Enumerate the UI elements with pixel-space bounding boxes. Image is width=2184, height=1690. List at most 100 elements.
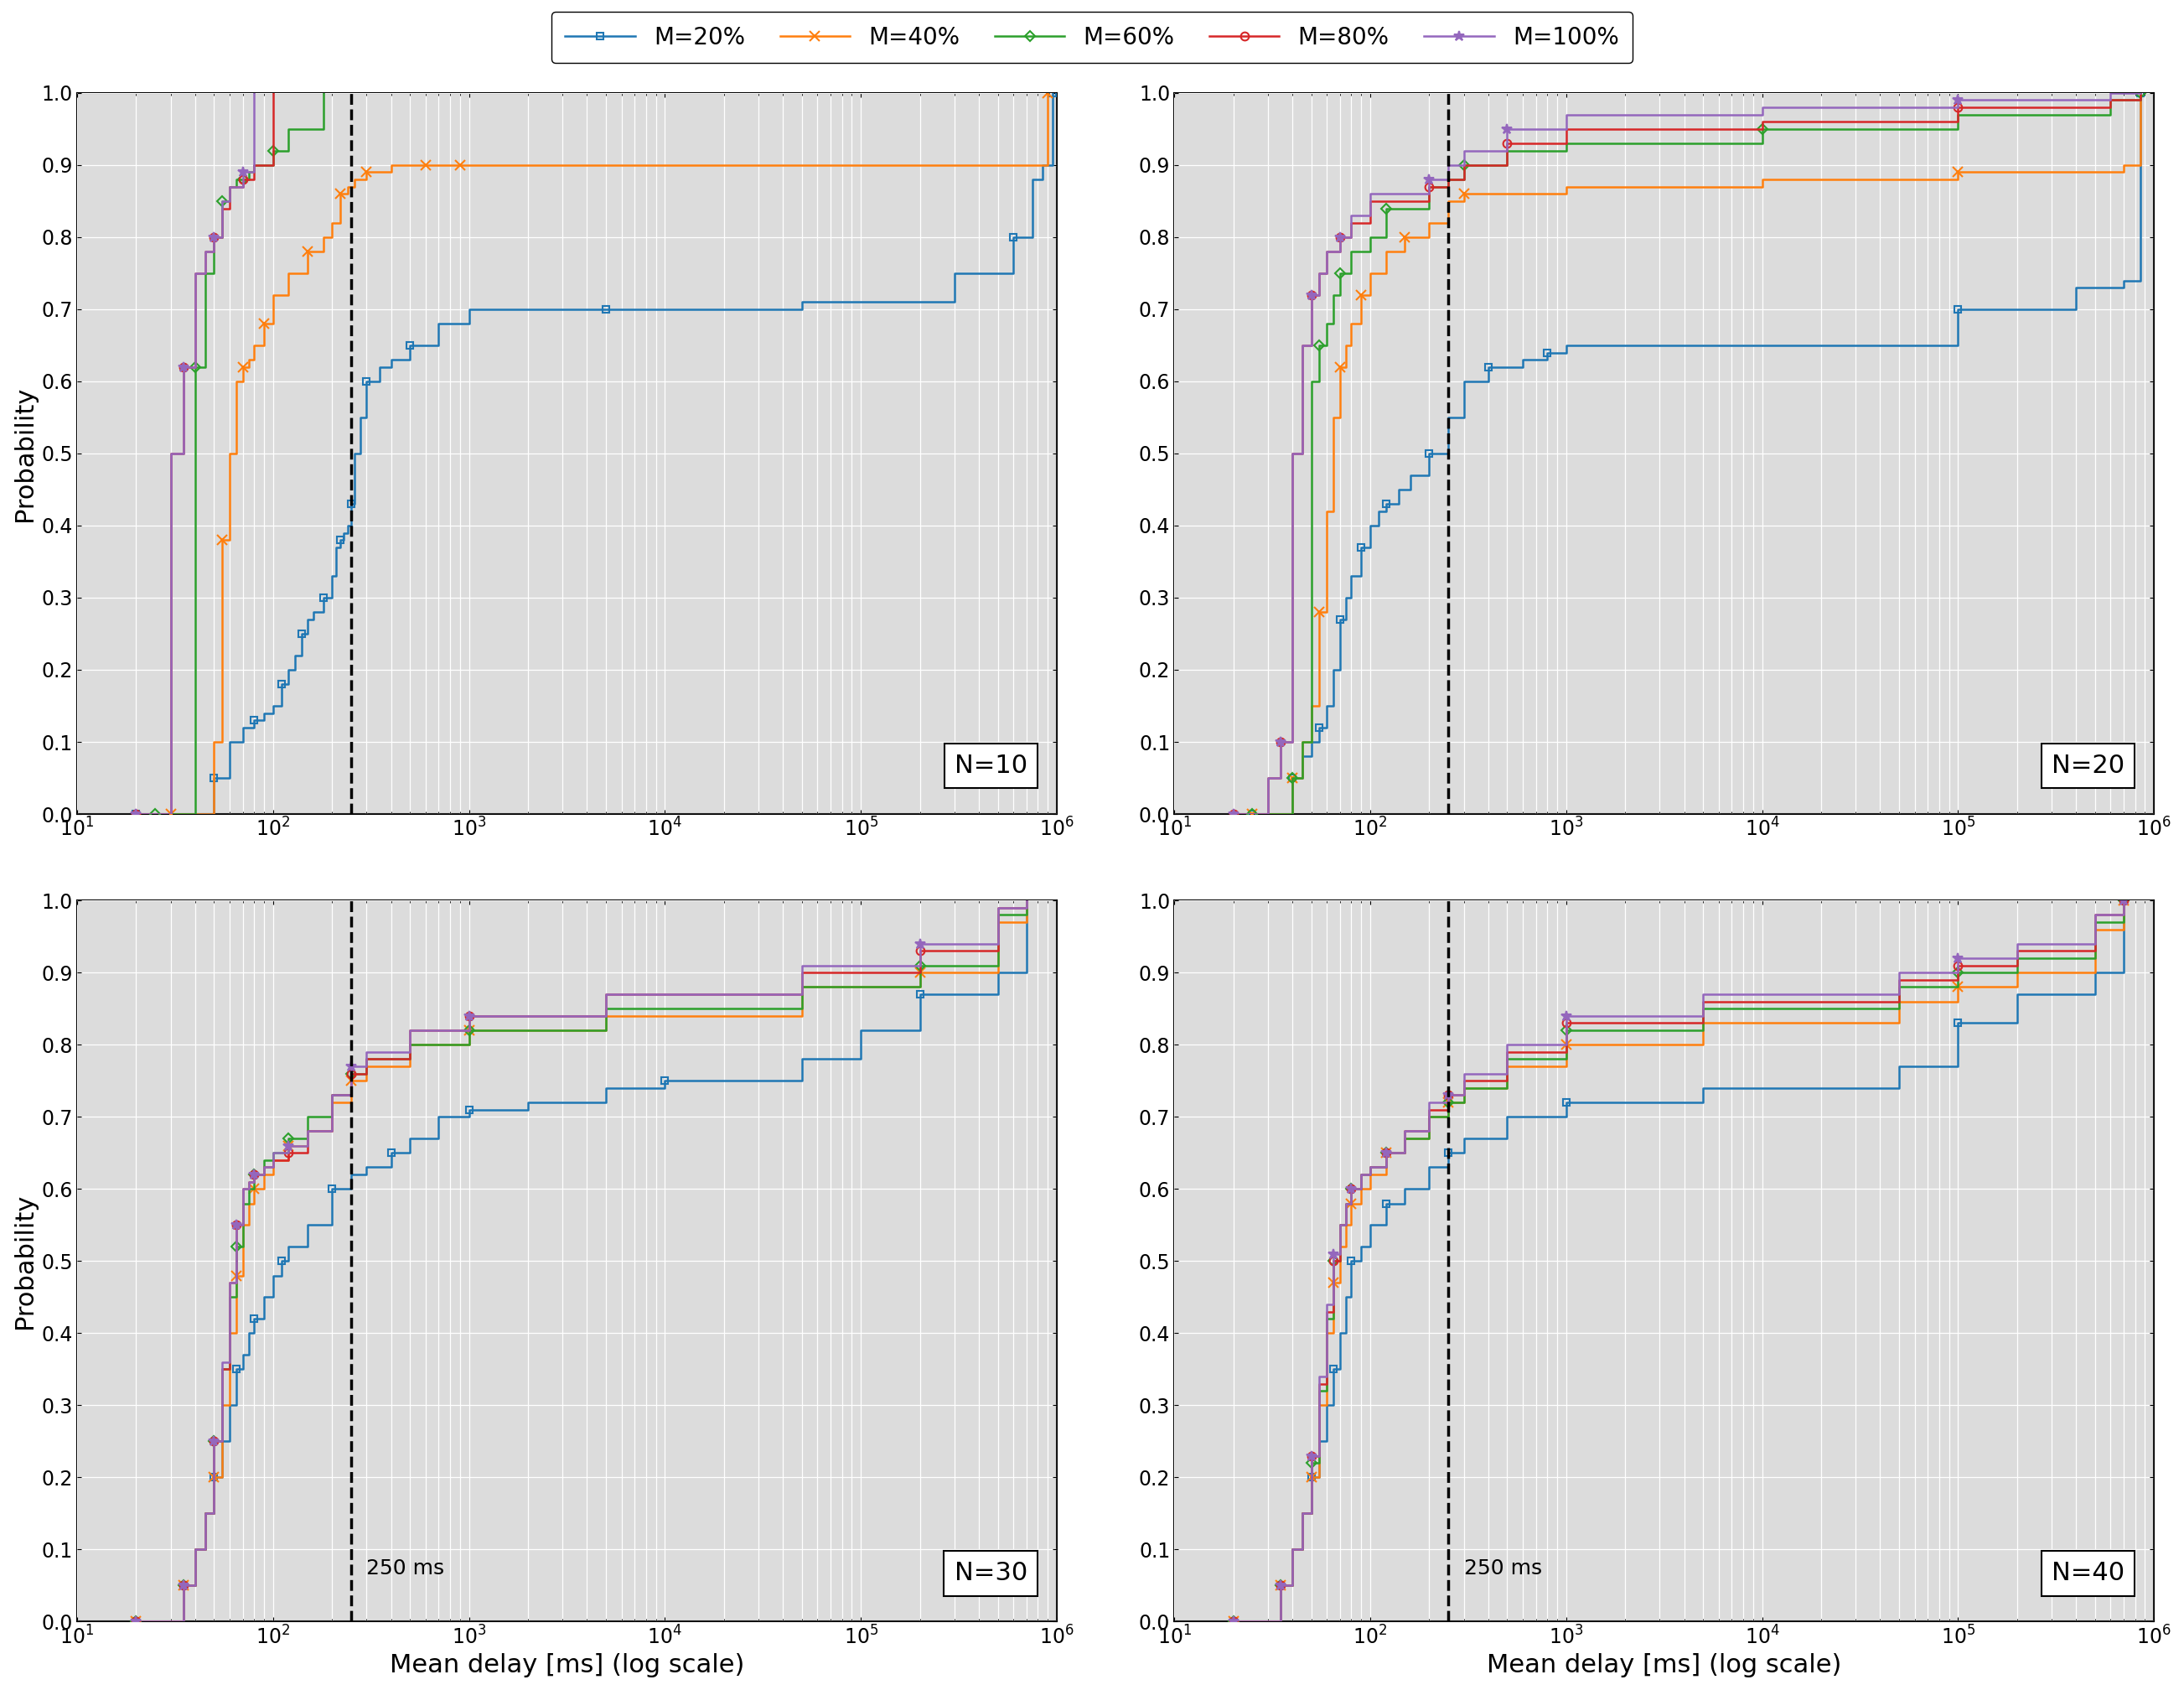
Y-axis label: Probability: Probability — [13, 385, 37, 521]
M=100% — [2127, 83, 2153, 103]
M=20% — [1509, 350, 1535, 370]
M=80% — [229, 1180, 256, 1200]
M=20% — [192, 1504, 218, 1524]
M=60% — [1348, 1164, 1374, 1185]
M=80% — [122, 804, 149, 825]
M=80% — [1238, 804, 1265, 825]
M=100% — [275, 1136, 301, 1156]
M=20% — [1946, 1012, 1972, 1033]
M=80% — [1356, 1158, 1382, 1178]
M=20% — [1000, 226, 1026, 247]
M=80% — [1494, 1041, 1520, 1061]
Line: M=80%: M=80% — [131, 896, 1031, 1626]
M=40% — [413, 155, 439, 176]
M=20% — [1887, 1056, 1913, 1077]
M=20% — [1398, 465, 1424, 485]
M=60% — [339, 1063, 365, 1083]
Line: M=40%: M=40% — [166, 88, 1053, 820]
M=100% — [1356, 184, 1382, 204]
M=100% — [240, 83, 266, 103]
M=20% — [1306, 717, 1332, 737]
M=60% — [142, 804, 168, 825]
Line: M=80%: M=80% — [1230, 896, 2127, 1626]
Line: M=80%: M=80% — [1230, 90, 2145, 818]
M=80% — [1339, 1180, 1365, 1200]
M=80% — [1297, 1445, 1324, 1465]
M=40% — [295, 1120, 321, 1141]
M=100% — [1238, 1612, 1265, 1633]
M=60% — [1315, 1308, 1341, 1328]
M=40% — [2110, 155, 2136, 176]
M=20% — [1238, 1612, 1265, 1633]
M=20% — [347, 407, 373, 428]
M=100% — [1553, 105, 1579, 125]
M=20% — [157, 804, 183, 825]
M=40% — [260, 1149, 286, 1169]
Text: N=40: N=40 — [2051, 1562, 2125, 1585]
M=100% — [1269, 1575, 1295, 1595]
M=80% — [1553, 118, 1579, 139]
M=100% — [339, 1056, 365, 1077]
M=40% — [456, 1021, 483, 1041]
M=40% — [1315, 1323, 1341, 1344]
M=80% — [122, 1612, 149, 1633]
M=100% — [1339, 206, 1365, 226]
M=80% — [157, 1612, 183, 1633]
M=20% — [651, 1071, 677, 1092]
M=60% — [192, 1504, 218, 1524]
M=80% — [2127, 83, 2153, 103]
M=20% — [275, 659, 301, 679]
M=20% — [1031, 155, 1057, 176]
M=20% — [251, 1288, 277, 1308]
M=80% — [1494, 134, 1520, 154]
M=20% — [1269, 804, 1295, 825]
M=80% — [1254, 767, 1280, 788]
M=60% — [216, 176, 242, 196]
M=40% — [1339, 1193, 1365, 1213]
M=60% — [229, 169, 256, 189]
M=40% — [1887, 992, 1913, 1012]
M=80% — [1450, 155, 1476, 176]
M=80% — [210, 1359, 236, 1379]
M=60% — [1289, 732, 1315, 752]
M=20% — [229, 1345, 256, 1366]
M=80% — [142, 1612, 168, 1633]
M=20% — [788, 292, 815, 313]
M=60% — [240, 1164, 266, 1185]
M=80% — [1553, 1012, 1579, 1033]
M=80% — [1690, 992, 1717, 1012]
M=80% — [456, 1006, 483, 1026]
M=40% — [229, 357, 256, 377]
M=100% — [1450, 1063, 1476, 1083]
M=100% — [1339, 1180, 1365, 1200]
M=20% — [122, 804, 149, 825]
M=80% — [985, 897, 1011, 918]
M=80% — [1297, 284, 1324, 304]
M=20% — [1946, 299, 1972, 319]
M=100% — [1269, 732, 1295, 752]
M=80% — [1315, 242, 1341, 262]
M=100% — [1328, 1215, 1354, 1235]
M=20% — [240, 1308, 266, 1328]
M=60% — [1306, 335, 1332, 355]
M=20% — [906, 984, 933, 1004]
M=40% — [1356, 264, 1382, 284]
M=40% — [157, 1612, 183, 1633]
M=80% — [2005, 941, 2031, 962]
M=80% — [1013, 891, 1040, 911]
M=100% — [142, 1612, 168, 1633]
M=60% — [1321, 1251, 1348, 1271]
M=100% — [2005, 933, 2031, 953]
M=100% — [788, 955, 815, 975]
M=80% — [1321, 1251, 1348, 1271]
M=80% — [1374, 1142, 1400, 1163]
M=100% — [142, 804, 168, 825]
M=80% — [788, 963, 815, 984]
M=20% — [1374, 1193, 1400, 1213]
M=100% — [1221, 1612, 1247, 1633]
M=40% — [1374, 1142, 1400, 1163]
Line: M=20%: M=20% — [1230, 897, 2127, 1626]
X-axis label: Mean delay [ms] (log scale): Mean delay [ms] (log scale) — [1487, 1653, 1841, 1678]
M=60% — [1269, 1575, 1295, 1595]
M=100% — [295, 1120, 321, 1141]
